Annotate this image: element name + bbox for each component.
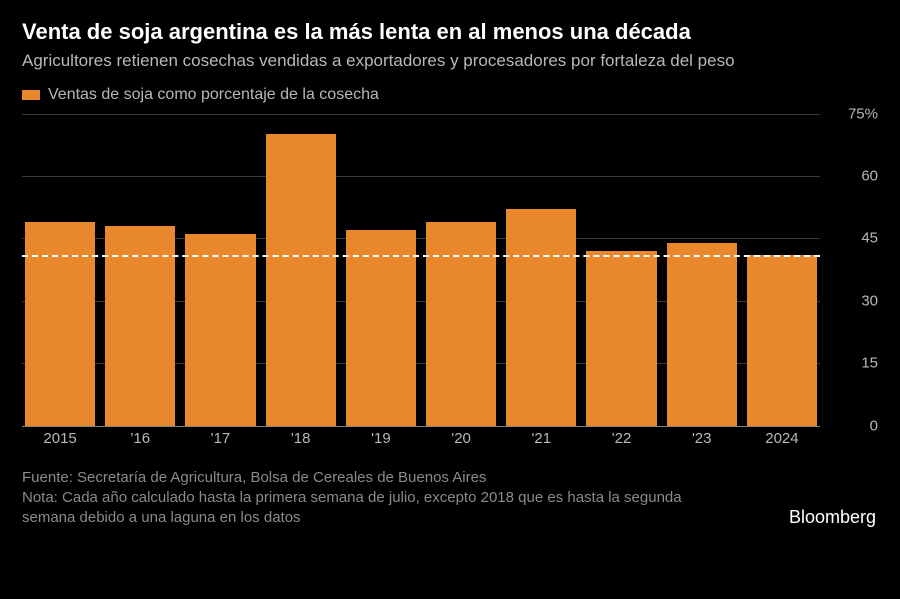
bar	[667, 243, 737, 426]
source-text: Fuente: Secretaría de Agricultura, Bolsa…	[22, 468, 702, 488]
bars-container	[22, 114, 820, 426]
brand-label: Bloomberg	[789, 507, 876, 528]
bar	[185, 234, 255, 425]
chart-subtitle: Agricultores retienen cosechas vendidas …	[22, 50, 878, 72]
legend-label: Ventas de soja como porcentaje de la cos…	[48, 86, 379, 104]
bar-slot	[22, 114, 98, 426]
gridline	[22, 426, 820, 427]
bar-slot	[182, 114, 258, 426]
x-tick-label: '23	[664, 430, 740, 454]
y-tick-label: 15	[853, 355, 878, 372]
x-tick-label: '18	[263, 430, 339, 454]
bar-slot	[744, 114, 820, 426]
y-tick-label: 60	[853, 167, 878, 184]
y-tick-label: 0	[862, 417, 878, 434]
plot-area	[22, 114, 820, 426]
bar	[747, 255, 817, 426]
bar	[346, 230, 416, 426]
x-tick-label: '16	[102, 430, 178, 454]
y-tick-label: 30	[853, 292, 878, 309]
bar-slot	[583, 114, 659, 426]
bar	[25, 222, 95, 426]
reference-line	[22, 255, 820, 257]
bar-slot	[263, 114, 339, 426]
bar	[266, 134, 336, 425]
bar-slot	[423, 114, 499, 426]
x-tick-label: 2015	[22, 430, 98, 454]
x-tick-label: '17	[182, 430, 258, 454]
legend-swatch	[22, 90, 40, 100]
footer: Fuente: Secretaría de Agricultura, Bolsa…	[22, 468, 878, 529]
x-tick-label: '21	[503, 430, 579, 454]
chart: 01530456075% 2015'16'17'18'19'20'21'22'2…	[22, 114, 878, 454]
x-tick-label: '20	[423, 430, 499, 454]
y-tick-label: 75%	[840, 105, 878, 122]
chart-title: Venta de soja argentina es la más lenta …	[22, 18, 878, 46]
y-tick-label: 45	[853, 230, 878, 247]
bar	[586, 251, 656, 426]
note-text: Nota: Cada año calculado hasta la primer…	[22, 488, 702, 529]
bar	[506, 209, 576, 425]
x-axis: 2015'16'17'18'19'20'21'22'232024	[22, 430, 820, 454]
bar-slot	[503, 114, 579, 426]
bar-slot	[343, 114, 419, 426]
bar-slot	[664, 114, 740, 426]
y-axis: 01530456075%	[826, 114, 878, 426]
legend: Ventas de soja como porcentaje de la cos…	[22, 86, 878, 104]
x-tick-label: '19	[343, 430, 419, 454]
bar	[426, 222, 496, 426]
bar-slot	[102, 114, 178, 426]
x-tick-label: '22	[583, 430, 659, 454]
x-tick-label: 2024	[744, 430, 820, 454]
